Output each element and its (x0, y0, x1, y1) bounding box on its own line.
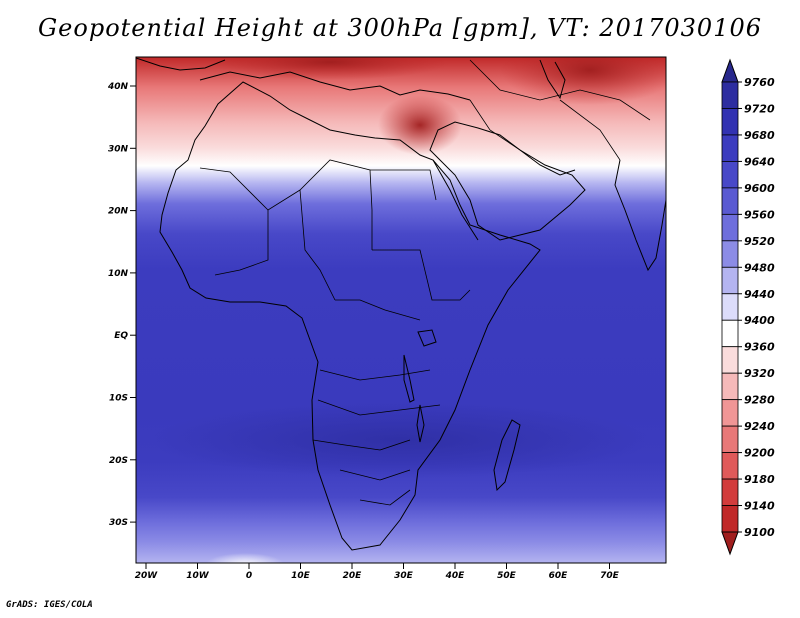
lat-tick-label: 20N (108, 207, 129, 217)
colorbar-label: 9240 (744, 420, 775, 433)
lon-tick-label: 20E (343, 571, 363, 581)
coastlines (136, 57, 666, 551)
border (559, 99, 621, 161)
latitude-ticks: 40N 30N 20N 10N EQ 10S 20S 30S (107, 82, 136, 528)
colorbar-label: 9760 (744, 76, 775, 89)
lat-tick-label: 10S (109, 394, 128, 404)
colorbar: 9760 9720 9680 9640 9600 9560 9520 9480 9440 9400… (721, 58, 775, 556)
colorbar-top-arrow (721, 58, 739, 83)
lake-victoria (417, 329, 437, 347)
map-frame (135, 56, 667, 564)
colorbar-label: 9180 (744, 473, 775, 486)
colorbar-segment (721, 372, 739, 401)
colorbar-segment (721, 266, 739, 295)
colorbar-label: 9320 (744, 367, 775, 380)
colorbar-label: 9600 (744, 182, 775, 195)
colorbar-segment (721, 399, 739, 427)
colorbar-bottom-arrow (721, 531, 739, 556)
arabian-peninsula (429, 121, 586, 241)
lon-tick-label: 70E (600, 571, 620, 581)
colorbar-label: 9200 (744, 447, 775, 460)
persian-gulf (519, 149, 576, 176)
border (469, 99, 521, 151)
colorbar-label: 9280 (744, 394, 775, 407)
colorbar-label: 9640 (744, 155, 775, 168)
red-sea-coast (432, 159, 479, 241)
country-borders (199, 59, 651, 506)
border (199, 159, 373, 250)
colorbar-label: 9680 (744, 129, 775, 142)
madagascar (493, 419, 521, 492)
longitude-ticks: 20W 10W 0 10E 20E 30E 40E 50E 60E 70E (135, 563, 620, 581)
lat-tick-label: 40N (107, 82, 129, 92)
border (312, 439, 411, 451)
india-outline (614, 159, 666, 272)
colorbar-segment (721, 161, 739, 189)
africa-coastline (159, 81, 541, 551)
colorbar-segment (721, 505, 739, 533)
border (339, 469, 411, 481)
colorbar-segment (721, 478, 739, 506)
colorbar-label: 9440 (744, 288, 775, 301)
colorbar-segment (721, 108, 739, 136)
lat-tick-label: 30S (109, 518, 128, 528)
field-core-southern (150, 402, 650, 478)
lon-tick-label: 10W (186, 571, 210, 581)
field-max-iran (500, 57, 666, 105)
colorbar-segment (721, 319, 739, 348)
height-field (136, 57, 666, 563)
colorbar-label: 9360 (744, 341, 775, 354)
colorbar-label: 9480 (744, 261, 775, 274)
lat-tick-label: EQ (114, 331, 128, 341)
colorbar-segment (721, 187, 739, 215)
colorbar-segment (721, 452, 739, 480)
credit-text: GrADS: IGES/COLA (6, 600, 93, 610)
border (469, 59, 651, 121)
colorbar-segment (721, 240, 739, 268)
lon-tick-label: 10E (291, 571, 311, 581)
lon-tick-label: 50E (497, 571, 517, 581)
colorbar-label: 9400 (744, 314, 775, 327)
border (299, 189, 336, 301)
lat-tick-label: 30N (108, 144, 129, 154)
lon-tick-label: 40E (445, 571, 466, 581)
colorbar-label: 9140 (744, 500, 775, 513)
colorbar-segment (721, 213, 739, 242)
border (372, 249, 471, 301)
colorbar-segment (721, 81, 739, 109)
colorbar-segment (721, 134, 739, 162)
lon-tick-label: 20W (135, 571, 159, 581)
border (319, 369, 431, 381)
border (214, 210, 269, 276)
figure-title: Geopotential Height at 300hPa [gpm], VT:… (38, 14, 762, 42)
field-max-mediterranean (210, 57, 450, 80)
colorbar-segment (721, 293, 739, 321)
border (335, 299, 421, 321)
lon-tick-label: 0 (246, 571, 252, 581)
colorbar-segment (721, 425, 739, 453)
field-low-south (205, 553, 285, 563)
lake-malawi (416, 404, 425, 443)
border (370, 169, 437, 201)
border (359, 489, 411, 506)
lake-tanganyika (403, 354, 415, 403)
colorbar-segment (721, 346, 739, 374)
lon-tick-label: 30E (394, 571, 414, 581)
iberia (136, 57, 226, 71)
colorbar-label: 9520 (744, 235, 775, 248)
colorbar-label: 9560 (744, 208, 775, 221)
caspian-sea (539, 59, 566, 100)
border (317, 399, 441, 416)
lat-tick-label: 10N (108, 269, 129, 279)
colorbar-label: 9720 (744, 102, 775, 115)
southern-europe (199, 71, 471, 101)
colorbar-label: 9100 (744, 526, 775, 539)
lat-tick-label: 20S (109, 456, 128, 466)
lon-tick-label: 60E (549, 571, 569, 581)
